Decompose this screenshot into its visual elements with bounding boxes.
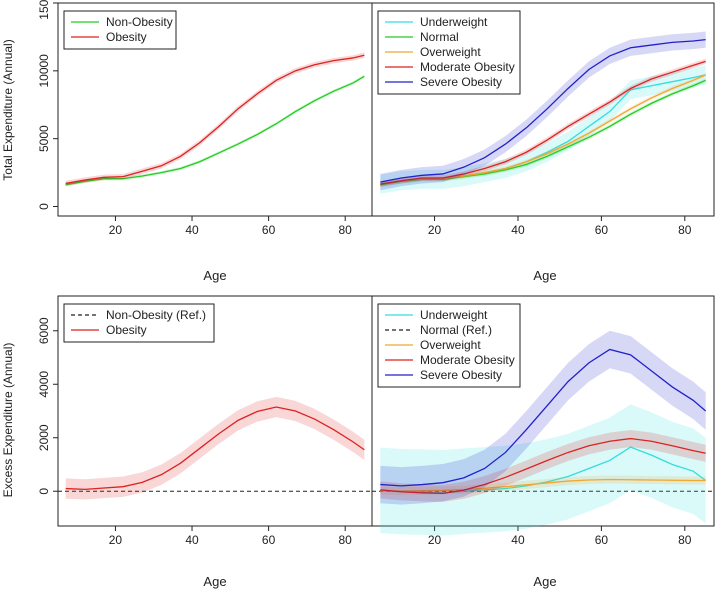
x-axis-label-bottom-right: Age (533, 574, 556, 589)
y-axis-label-bottom: Excess Expenditure (Annual) (1, 343, 15, 498)
series-line-obesity (65, 406, 365, 491)
x-tick-label: 60 (595, 223, 609, 237)
x-tick-label: 80 (339, 223, 353, 237)
panel-total-obesity: 20 40 60 80 0 5000 10000 15000 Non-ObesityObesit… (37, 0, 365, 237)
confidence-band-moderate-obesity (380, 429, 706, 502)
legend-label: Severe Obesity (420, 75, 502, 89)
y-tick-label: 15000 (37, 0, 51, 20)
confidence-band-severe-obesity (380, 330, 706, 505)
y-axis-label-top: Total Expenditure (Annual) (1, 39, 15, 180)
y-tick-label: 5000 (37, 125, 51, 152)
legend-label: Underweight (420, 15, 488, 29)
y-tick-label: 2000 (37, 424, 51, 451)
legend-label: Severe Obesity (420, 368, 502, 382)
panel-excess-obesity: 20 40 60 80 0 2000 4000 6000 Non-Obesity (Ref.)O… (37, 303, 372, 547)
legend-label: Moderate Obesity (420, 60, 515, 74)
x-tick-label: 60 (262, 223, 276, 237)
series-line-overweight (380, 74, 706, 185)
panel-total-bmi: 20 40 60 80 UnderweightNormalOverweightModer… (377, 10, 706, 237)
x-tick-label: 80 (678, 533, 692, 547)
confidence-band-underweight (380, 65, 706, 194)
legend-label: Moderate Obesity (420, 353, 515, 367)
series-line-overweight (380, 478, 706, 492)
series-line-normal (380, 79, 706, 186)
x-tick-label: 40 (185, 223, 199, 237)
legend-label: Non-Obesity (106, 15, 173, 29)
series-line-severe-obesity (380, 348, 707, 487)
series-line-obesity (65, 54, 365, 185)
legend-label: Underweight (420, 308, 488, 322)
x-tick-label: 20 (109, 223, 123, 237)
x-tick-label: 20 (428, 223, 442, 237)
x-tick-label: 40 (511, 223, 525, 237)
series-line-non-obesity (65, 75, 365, 186)
y-tick-label: 0 (37, 488, 51, 495)
x-tick-label: 40 (185, 533, 199, 547)
x-tick-label: 20 (109, 533, 123, 547)
x-tick-label: 80 (678, 223, 692, 237)
series-line-severe-obesity (380, 38, 706, 183)
confidence-band-underweight (380, 404, 706, 536)
confidence-band-severe-obesity (380, 31, 706, 191)
legend-label: Non-Obesity (Ref.) (106, 308, 206, 322)
x-axis-label-bottom-left: Age (203, 574, 226, 589)
confidence-band-moderate-obesity (380, 58, 706, 187)
x-tick-label: 20 (428, 533, 442, 547)
series-line-moderate-obesity (380, 60, 706, 185)
x-tick-label: 60 (262, 533, 276, 547)
panel-frame-top-right (371, 2, 715, 217)
x-axis-label-top-left: Age (203, 268, 226, 283)
y-tick-label: 0 (37, 203, 51, 210)
legend-label: Normal (Ref.) (420, 323, 492, 337)
x-axis-label-top-right: Age (533, 268, 556, 283)
panel-frame-bottom-right (371, 295, 715, 527)
y-tick-label: 10000 (37, 54, 51, 88)
legend-label: Overweight (420, 45, 481, 59)
y-tick-label: 4000 (37, 371, 51, 398)
x-tick-label: 40 (511, 533, 525, 547)
confidence-band-obesity (65, 396, 365, 500)
x-tick-label: 60 (595, 533, 609, 547)
legend-box (63, 10, 177, 50)
legend-label: Obesity (106, 323, 147, 337)
x-tick-label: 80 (339, 533, 353, 547)
legend-box (63, 303, 215, 343)
series-line-moderate-obesity (380, 437, 706, 495)
legend-label: Obesity (106, 30, 147, 44)
legend-label: Overweight (420, 338, 481, 352)
confidence-band-obesity (65, 52, 365, 187)
y-tick-label: 6000 (37, 317, 51, 344)
legend-label: Normal (420, 30, 459, 44)
